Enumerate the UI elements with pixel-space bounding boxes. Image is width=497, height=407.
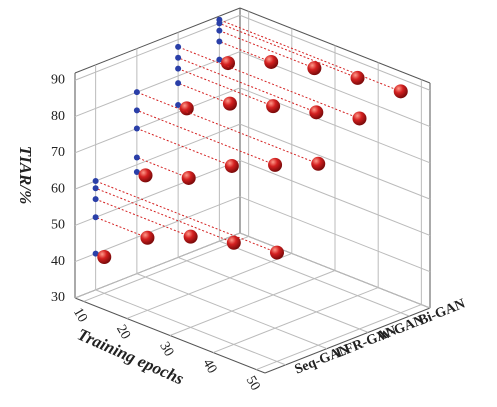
projection-dot bbox=[92, 185, 99, 192]
grid-line bbox=[74, 51, 241, 118]
data-point bbox=[309, 105, 324, 120]
grid-line bbox=[95, 289, 286, 366]
category-label: Bi-GAN bbox=[416, 297, 467, 329]
projection-dot bbox=[133, 89, 140, 96]
data-point bbox=[352, 111, 367, 126]
grid-line bbox=[169, 270, 336, 336]
z-tick-label: 30 bbox=[51, 290, 65, 305]
data-point bbox=[311, 156, 326, 171]
projection-line bbox=[177, 82, 231, 105]
projection-dot bbox=[175, 101, 182, 108]
data-point bbox=[350, 70, 365, 85]
data-point bbox=[138, 168, 153, 183]
z-axis-title: TIAR/% bbox=[16, 146, 35, 205]
grid-line bbox=[256, 304, 422, 371]
projection-dot bbox=[92, 250, 99, 257]
projection-dot bbox=[133, 169, 140, 176]
z-tick-label: 90 bbox=[51, 72, 65, 87]
data-point bbox=[183, 229, 198, 244]
projection-dot bbox=[216, 56, 223, 63]
projection-dot bbox=[133, 107, 140, 114]
projection-line bbox=[219, 22, 358, 79]
projection-dot bbox=[216, 27, 223, 34]
grid-line bbox=[74, 87, 241, 154]
grid-line bbox=[74, 159, 241, 226]
projection-dot bbox=[175, 80, 182, 87]
projection-dot bbox=[133, 125, 140, 132]
box-edge bbox=[264, 307, 431, 374]
z-tick-label: 40 bbox=[51, 254, 65, 269]
projection-dot bbox=[216, 38, 223, 45]
projection-line bbox=[136, 157, 189, 179]
projection-line bbox=[177, 57, 317, 113]
projection-line bbox=[219, 30, 315, 69]
x-tick-label: 20 bbox=[113, 323, 133, 343]
projection-line bbox=[95, 198, 191, 238]
grid-line bbox=[83, 235, 249, 302]
z-tick-label: 70 bbox=[51, 145, 65, 160]
grid-line bbox=[126, 252, 293, 319]
data-point bbox=[224, 158, 239, 173]
data-point bbox=[269, 245, 284, 260]
data-point bbox=[264, 54, 279, 69]
projection-dot bbox=[175, 43, 182, 50]
projection-line bbox=[177, 68, 274, 107]
projection-dot bbox=[92, 196, 99, 203]
grid-line bbox=[74, 14, 241, 81]
grid-line bbox=[177, 256, 369, 333]
data-point bbox=[221, 56, 236, 71]
z-tick-label: 50 bbox=[51, 218, 65, 233]
data-point bbox=[97, 249, 112, 264]
data-point bbox=[181, 170, 196, 185]
projection-line bbox=[136, 91, 319, 165]
data-point bbox=[266, 99, 281, 114]
grid-line bbox=[74, 232, 241, 299]
projection-line bbox=[136, 109, 276, 166]
projection-dot bbox=[175, 54, 182, 61]
grid-line bbox=[74, 123, 241, 190]
data-point bbox=[226, 235, 241, 250]
projection-line bbox=[95, 180, 278, 254]
data-point bbox=[393, 84, 408, 99]
z-tick-label: 60 bbox=[51, 181, 65, 196]
grid-line bbox=[136, 273, 328, 350]
projection-dot bbox=[216, 16, 223, 23]
x-tick-label: 50 bbox=[243, 374, 263, 394]
data-point bbox=[179, 101, 194, 116]
grid-line bbox=[212, 287, 379, 354]
projection-line bbox=[95, 216, 148, 239]
data-point bbox=[140, 230, 155, 245]
projection-dot bbox=[133, 154, 140, 161]
projection-line bbox=[219, 19, 401, 92]
x-tick-label: 40 bbox=[199, 357, 219, 377]
projection-dot bbox=[92, 214, 99, 221]
data-point bbox=[307, 61, 322, 76]
projection-line bbox=[219, 41, 272, 63]
x-tick-label: 10 bbox=[70, 305, 90, 325]
projection-line bbox=[177, 46, 360, 119]
box-edge bbox=[74, 7, 241, 74]
data-point bbox=[268, 157, 283, 172]
projection-dot bbox=[175, 65, 182, 72]
data-point bbox=[222, 96, 237, 111]
z-tick-label: 80 bbox=[51, 109, 65, 124]
x-tick-label: 30 bbox=[156, 340, 176, 360]
projection-line bbox=[95, 187, 234, 244]
projection-dot bbox=[92, 178, 99, 185]
projection-line bbox=[136, 127, 233, 167]
grid-line bbox=[219, 240, 410, 317]
